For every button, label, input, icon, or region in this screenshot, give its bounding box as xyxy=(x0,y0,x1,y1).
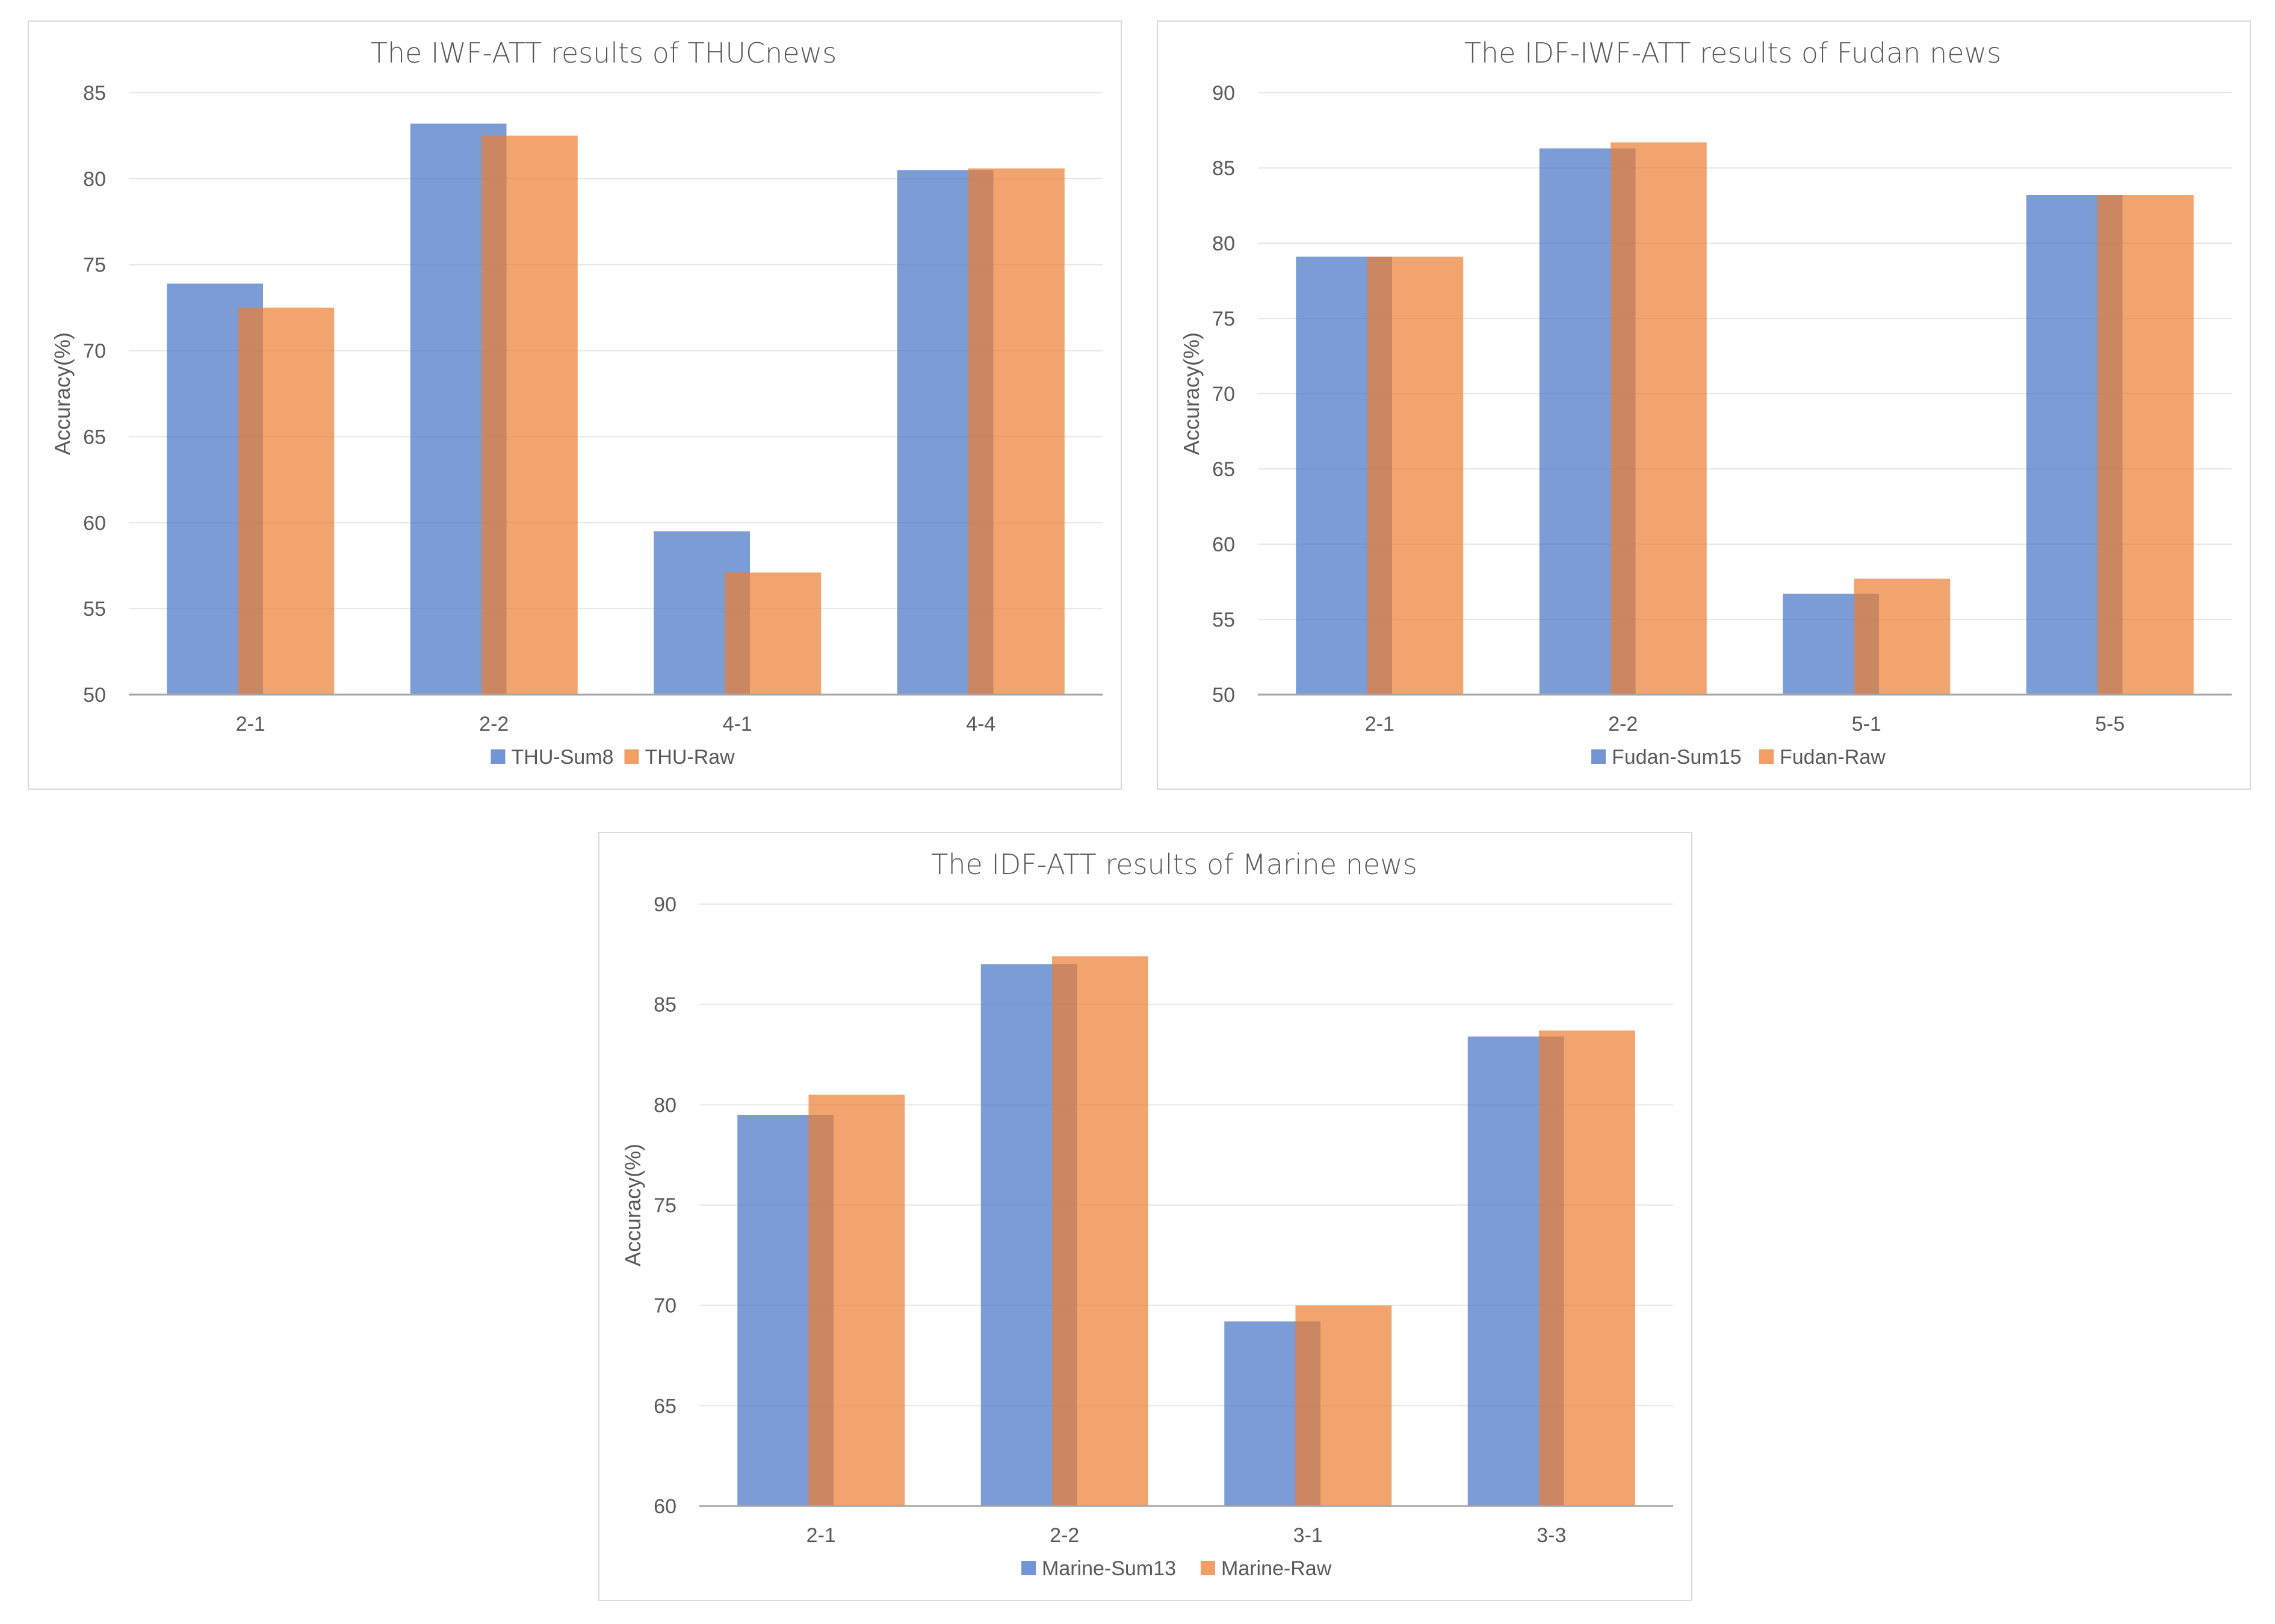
y-tick-label: 65 xyxy=(83,426,106,448)
x-tick-label: 2-2 xyxy=(479,713,509,736)
bar-fudan-raw-2-1 xyxy=(1367,256,1464,695)
legend-label: Fudan-Sum15 xyxy=(1612,746,1741,769)
x-tick-label: 4-1 xyxy=(723,713,752,736)
legend-swatch-fudan-raw xyxy=(1759,749,1774,764)
bar-marine-raw-2-2 xyxy=(1051,956,1148,1506)
y-tick-label: 70 xyxy=(654,1295,676,1318)
legend-swatch-thu-sum8 xyxy=(491,749,506,764)
x-tick-label: 2-2 xyxy=(1050,1524,1079,1547)
bar-thu-raw-4-1 xyxy=(725,572,822,695)
y-tick-label: 75 xyxy=(83,254,106,277)
y-tick-label: 85 xyxy=(1212,157,1235,180)
y-tick-label: 50 xyxy=(1212,684,1235,707)
y-tick-label: 90 xyxy=(654,893,676,916)
x-tick-label: 2-1 xyxy=(806,1524,836,1547)
legend-label: Fudan-Raw xyxy=(1780,746,1886,769)
bar-marine-raw-3-3 xyxy=(1538,1030,1635,1506)
legend-swatch-marine-raw xyxy=(1201,1561,1215,1575)
y-tick-label: 75 xyxy=(654,1194,676,1217)
y-tick-label: 60 xyxy=(83,512,106,535)
y-axis-label: Accuracy(%) xyxy=(50,332,75,455)
bar-thu-raw-2-1 xyxy=(238,308,335,695)
y-tick-label: 65 xyxy=(1212,458,1235,481)
y-tick-label: 50 xyxy=(83,684,106,707)
chart-svg-marine: The IDF-ATT results of Marine news 60 65 70… xyxy=(621,848,1673,1580)
bar-thu-raw-4-4 xyxy=(968,168,1065,695)
x-tick-label: 2-1 xyxy=(1365,713,1394,736)
x-tick-label: 2-1 xyxy=(236,713,265,736)
y-tick-label: 70 xyxy=(1212,383,1235,406)
chart-title: The IDF-IWF-ATT results of Fudan news xyxy=(1464,37,2001,69)
chart-title: The IWF-ATT results of THUCnews xyxy=(371,37,837,69)
bar-marine-raw-3-1 xyxy=(1295,1305,1392,1506)
x-tick-label: 5-1 xyxy=(1852,713,1881,736)
legend-swatch-marine-sum13 xyxy=(1021,1561,1036,1575)
legend-swatch-fudan-sum15 xyxy=(1591,749,1606,764)
bar-fudan-raw-5-1 xyxy=(1854,578,1951,695)
legend-swatch-thu-raw xyxy=(624,749,639,764)
y-tick-label: 65 xyxy=(654,1395,676,1418)
y-axis-label: Accuracy(%) xyxy=(621,1144,645,1266)
y-tick-label: 70 xyxy=(83,340,106,363)
chart-svg-fudan: The IDF-IWF-ATT results of Fudan news 50 5… xyxy=(1179,37,2232,769)
y-tick-label: 60 xyxy=(654,1495,676,1518)
y-tick-label: 80 xyxy=(1212,232,1235,255)
bar-marine-raw-2-1 xyxy=(808,1094,905,1506)
x-tick-label: 3-3 xyxy=(1537,1524,1566,1547)
chart-svg-thucnews: The IWF-ATT results of THUCnews 50 55 60 65 7… xyxy=(50,37,1103,769)
y-axis-label: Accuracy(%) xyxy=(1179,332,1204,455)
chart-panel-thucnews: The IWF-ATT results of THUCnews 50 55 60 65 7… xyxy=(28,20,1122,790)
chart-panel-fudan: The IDF-IWF-ATT results of Fudan news 50 5… xyxy=(1157,20,2251,790)
bar-thu-raw-2-2 xyxy=(481,135,578,695)
chart-title: The IDF-ATT results of Marine news xyxy=(931,848,1417,881)
y-tick-label: 60 xyxy=(1212,533,1235,556)
legend-label: THU-Sum8 xyxy=(512,746,614,769)
y-tick-label: 55 xyxy=(83,598,106,621)
x-tick-label: 5-5 xyxy=(2095,713,2125,736)
x-tick-label: 3-1 xyxy=(1293,1524,1323,1547)
legend-label: Marine-Raw xyxy=(1221,1557,1332,1580)
y-tick-label: 85 xyxy=(654,994,676,1017)
chart-panel-marine: The IDF-ATT results of Marine news 60 65 70… xyxy=(598,832,1692,1601)
bar-fudan-raw-2-2 xyxy=(1610,142,1707,695)
bar-fudan-raw-5-5 xyxy=(2097,195,2194,695)
legend-label: THU-Raw xyxy=(645,746,735,769)
y-tick-label: 90 xyxy=(1212,82,1235,105)
x-tick-label: 2-2 xyxy=(1608,713,1638,736)
y-tick-label: 80 xyxy=(83,168,106,191)
y-tick-label: 80 xyxy=(654,1094,676,1117)
y-tick-label: 85 xyxy=(83,82,106,105)
y-tick-label: 55 xyxy=(1212,609,1235,631)
legend-label: Marine-Sum13 xyxy=(1042,1557,1176,1580)
y-tick-label: 75 xyxy=(1212,308,1235,330)
x-tick-label: 4-4 xyxy=(966,713,995,736)
